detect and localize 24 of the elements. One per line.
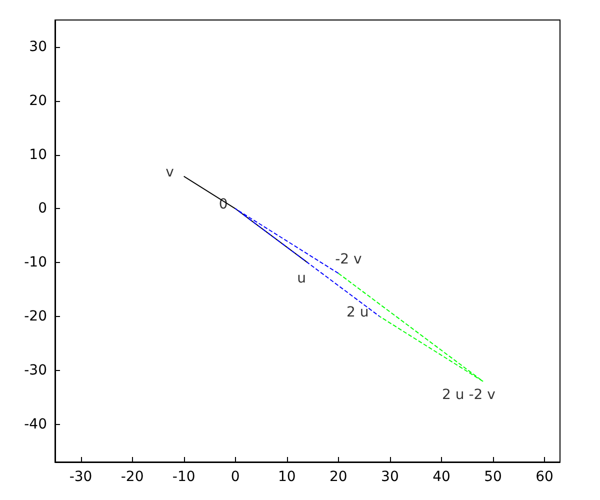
y-tick-label: -20 [24, 308, 47, 324]
annotation: -2 v [335, 251, 362, 268]
x-tick-label: 10 [278, 469, 296, 485]
x-tick-label: -10 [172, 469, 196, 485]
x-tick-label: -30 [69, 469, 92, 485]
y-tick-label: 10 [29, 146, 47, 163]
y-tick-label: 0 [38, 200, 47, 217]
x-tick-label: 30 [381, 469, 399, 485]
annotation: 0 [218, 196, 228, 213]
annotation: 2 u -2 v [442, 387, 496, 404]
y-tick-label: -40 [24, 416, 47, 432]
annotation: 2 u [346, 304, 369, 320]
annotation: u [297, 270, 306, 287]
y-tick-label: 20 [29, 92, 47, 109]
x-tick-label: -20 [120, 469, 144, 485]
y-tick-label: 30 [29, 38, 47, 55]
x-tick-label: 0 [230, 469, 240, 485]
x-tick-label: 40 [432, 469, 450, 485]
x-tick-label: 20 [330, 469, 348, 485]
x-tick-label: 50 [484, 469, 502, 485]
x-tick-label: 60 [536, 469, 554, 485]
y-tick-label: -10 [24, 254, 47, 271]
y-tick-label: -30 [24, 362, 47, 378]
annotation: v [166, 164, 174, 180]
